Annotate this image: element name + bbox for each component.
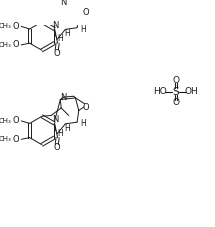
Text: O: O xyxy=(83,8,90,17)
Text: O: O xyxy=(172,99,179,107)
Text: N: N xyxy=(60,0,67,7)
Text: CH₃: CH₃ xyxy=(0,118,12,123)
Text: N: N xyxy=(52,21,58,30)
Text: O: O xyxy=(13,40,20,49)
Text: N: N xyxy=(52,115,58,124)
Text: CH₃: CH₃ xyxy=(0,23,12,29)
Text: O: O xyxy=(13,135,20,144)
Text: H: H xyxy=(80,25,86,34)
Text: CH₃: CH₃ xyxy=(0,136,12,142)
Text: CH₃: CH₃ xyxy=(0,42,12,48)
Text: OH: OH xyxy=(184,87,198,96)
Text: O: O xyxy=(13,22,20,31)
Text: O: O xyxy=(83,103,90,112)
Text: H: H xyxy=(64,123,70,133)
Text: N: N xyxy=(60,93,67,101)
Text: H: H xyxy=(80,119,86,128)
Text: O: O xyxy=(54,49,60,58)
Text: O: O xyxy=(54,143,60,152)
Text: H: H xyxy=(64,29,70,38)
Text: H: H xyxy=(57,128,63,138)
Text: H: H xyxy=(57,34,63,43)
Text: S: S xyxy=(172,86,179,96)
Text: O: O xyxy=(13,116,20,125)
Text: HO: HO xyxy=(153,87,167,96)
Text: O: O xyxy=(172,76,179,85)
